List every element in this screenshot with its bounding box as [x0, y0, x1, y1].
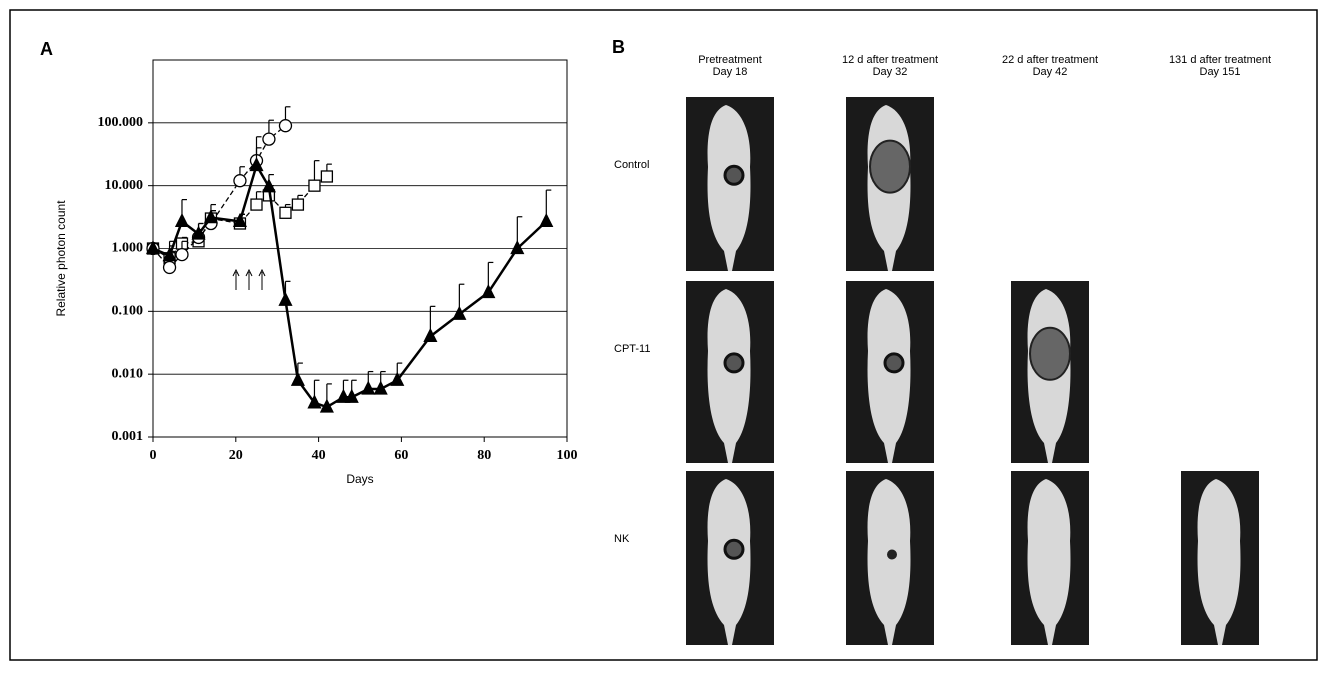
- mouse-image: [686, 471, 774, 645]
- mouse-body: [867, 289, 911, 463]
- signal-spot: [723, 352, 745, 374]
- data-point: [390, 371, 405, 386]
- x-tick-label: 100: [557, 448, 578, 463]
- signal-spot: [723, 164, 745, 186]
- mouse-body: [707, 289, 751, 463]
- mouse-image: [1011, 471, 1089, 645]
- mouse-image: [1011, 281, 1089, 463]
- data-point: [191, 225, 206, 240]
- data-point: [510, 240, 525, 255]
- data-point: [250, 198, 263, 211]
- data-point: [423, 327, 438, 342]
- mouse-body: [867, 479, 911, 645]
- data-point: [290, 371, 305, 386]
- data-point: [262, 132, 276, 146]
- mouse-body: [707, 105, 751, 271]
- data-point: [320, 170, 334, 183]
- y-axis-label: Relative photon count: [54, 200, 68, 317]
- x-tick-label: 0: [150, 448, 157, 463]
- data-point: [278, 119, 293, 133]
- signal-spot: [883, 352, 905, 374]
- data-point: [203, 209, 219, 224]
- data-point: [278, 291, 293, 306]
- data-point: [481, 283, 496, 299]
- mouse-body: [1197, 479, 1241, 645]
- row-label: Control: [614, 159, 649, 171]
- data-point: [174, 212, 190, 228]
- column-header: Day 18: [713, 66, 748, 78]
- mouse-image: [846, 471, 934, 645]
- mouse-image: [686, 97, 774, 271]
- mouse-image: [1181, 471, 1259, 645]
- mouse-body: [1027, 479, 1071, 645]
- y-tick-label: 1.000: [112, 241, 144, 256]
- column-header: 22 d after treatment: [1002, 54, 1098, 66]
- data-point: [232, 212, 247, 228]
- x-tick-label: 20: [229, 448, 243, 463]
- column-header: 12 d after treatment: [842, 54, 938, 66]
- data-point: [319, 398, 334, 413]
- mouse-body: [707, 479, 751, 645]
- series-line: [152, 162, 548, 409]
- frame: [9, 9, 1318, 661]
- column-header: Pretreatment: [698, 54, 762, 66]
- data-point: [373, 380, 388, 395]
- y-tick-label: 0.001: [112, 429, 144, 444]
- column-header: Day 32: [873, 66, 908, 78]
- data-point: [162, 260, 177, 275]
- panel-label: A: [40, 39, 53, 59]
- data-point: [308, 179, 321, 192]
- data-point: [344, 388, 359, 403]
- column-header: Day 151: [1200, 66, 1241, 78]
- signal-spot: [887, 549, 897, 560]
- row-label: NK: [614, 533, 630, 545]
- x-tick-label: 60: [394, 448, 408, 463]
- data-point: [233, 174, 247, 188]
- data-point: [175, 247, 189, 262]
- data-point: [162, 247, 177, 262]
- data-point: [279, 206, 292, 219]
- data-point: [249, 156, 264, 172]
- data-point: [336, 388, 351, 403]
- signal-area: [1029, 326, 1071, 381]
- data-point: [307, 394, 322, 409]
- mouse-image: [846, 281, 934, 463]
- data-point: [452, 305, 467, 320]
- data-point: [261, 178, 276, 193]
- y-tick-label: 10.000: [105, 178, 144, 193]
- treatment-arrows: [232, 268, 266, 290]
- panel-label: B: [612, 37, 625, 57]
- x-axis-label: Days: [346, 472, 373, 486]
- row-label: CPT-11: [614, 343, 650, 355]
- data-point: [539, 212, 554, 228]
- signal-spot: [723, 538, 745, 560]
- signal-area: [869, 139, 911, 194]
- y-tick-label: 0.010: [112, 366, 144, 381]
- series-line: [152, 125, 286, 269]
- data-point: [361, 380, 376, 395]
- column-header: 131 d after treatment: [1169, 54, 1271, 66]
- column-header: Day 42: [1033, 66, 1068, 78]
- y-tick-label: 0.100: [112, 304, 144, 319]
- mouse-image: [846, 97, 934, 271]
- mouse-image: [686, 281, 774, 463]
- data-point: [291, 198, 305, 211]
- data-point: [145, 240, 161, 255]
- y-tick-label: 100.000: [98, 115, 144, 130]
- x-tick-label: 80: [477, 448, 491, 463]
- x-tick-label: 40: [312, 448, 326, 463]
